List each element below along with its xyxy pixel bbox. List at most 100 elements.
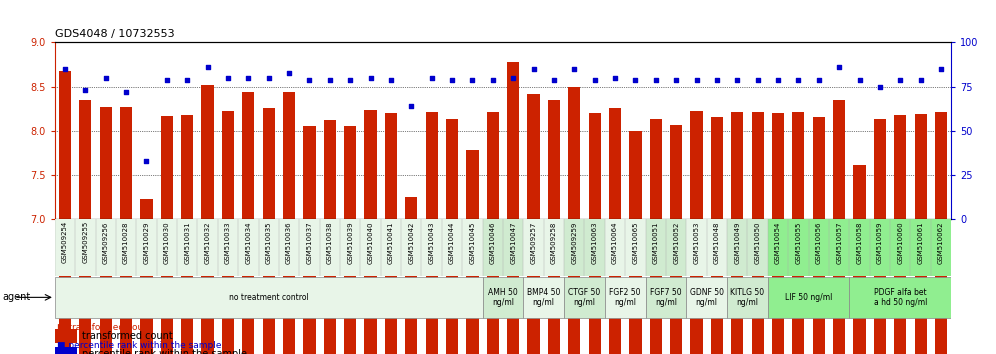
Text: GSM510063: GSM510063 <box>592 221 598 264</box>
Point <box>199 64 215 70</box>
Bar <box>304 126 316 354</box>
Bar <box>222 110 234 354</box>
Bar <box>401 219 421 276</box>
Point <box>791 77 807 82</box>
Bar <box>523 219 544 276</box>
Bar <box>747 219 768 276</box>
Bar <box>645 219 666 276</box>
Bar <box>483 219 503 276</box>
Bar <box>405 198 417 354</box>
Bar <box>752 112 764 354</box>
Bar <box>263 108 275 354</box>
Text: GSM510047: GSM510047 <box>510 221 516 264</box>
Text: GSM510060: GSM510060 <box>897 221 903 264</box>
Bar <box>788 219 809 276</box>
Point <box>811 77 827 82</box>
Point <box>546 77 562 82</box>
Point <box>567 66 583 72</box>
Bar <box>686 219 707 276</box>
Bar <box>324 120 336 354</box>
Text: GSM510037: GSM510037 <box>307 221 313 264</box>
Bar <box>156 219 177 276</box>
Text: GSM510041: GSM510041 <box>387 221 394 264</box>
Point <box>852 77 868 82</box>
Bar <box>645 277 686 318</box>
Text: GSM510048: GSM510048 <box>714 221 720 264</box>
Bar <box>462 219 483 276</box>
Bar <box>120 107 132 354</box>
Point <box>872 84 887 90</box>
Point <box>668 77 684 82</box>
Bar <box>568 87 581 354</box>
Point <box>444 77 460 82</box>
Text: GSM509256: GSM509256 <box>103 221 109 264</box>
Text: GSM510052: GSM510052 <box>673 221 679 264</box>
Bar <box>605 219 625 276</box>
Text: GSM510050: GSM510050 <box>755 221 761 264</box>
Bar <box>589 113 601 354</box>
Text: GSM510064: GSM510064 <box>612 221 619 264</box>
Bar <box>564 219 585 276</box>
Bar <box>177 219 197 276</box>
Bar <box>833 100 846 354</box>
Text: GSM510057: GSM510057 <box>836 221 843 264</box>
Point <box>464 77 480 82</box>
Point <box>78 87 94 93</box>
Point <box>159 77 175 82</box>
Bar <box>523 277 564 318</box>
Bar <box>711 117 723 354</box>
Text: GSM510035: GSM510035 <box>266 221 272 264</box>
Text: GSM510028: GSM510028 <box>124 221 129 264</box>
Bar <box>55 329 78 343</box>
Point <box>933 66 949 72</box>
Point <box>485 77 501 82</box>
Bar <box>344 126 357 354</box>
Text: GSM510056: GSM510056 <box>816 221 822 264</box>
Text: GSM510053: GSM510053 <box>693 221 699 264</box>
Bar <box>218 219 238 276</box>
Bar <box>279 219 299 276</box>
Bar <box>707 219 727 276</box>
Text: GSM510046: GSM510046 <box>490 221 496 264</box>
Text: AMH 50
ng/ml: AMH 50 ng/ml <box>488 288 518 307</box>
Bar <box>483 277 523 318</box>
Text: GSM509258: GSM509258 <box>551 221 557 264</box>
Point <box>709 77 725 82</box>
Bar <box>238 219 259 276</box>
Bar <box>548 100 560 354</box>
Point <box>179 77 195 82</box>
Bar <box>380 219 401 276</box>
Bar <box>181 115 193 354</box>
Bar <box>914 114 926 354</box>
Text: GSM510065: GSM510065 <box>632 221 638 264</box>
Bar <box>361 219 380 276</box>
Bar <box>931 219 951 276</box>
Bar <box>585 219 605 276</box>
Bar <box>384 113 397 354</box>
Bar <box>442 219 462 276</box>
Bar <box>910 219 931 276</box>
Text: GSM510049: GSM510049 <box>734 221 740 264</box>
Bar <box>421 219 442 276</box>
Bar <box>564 277 605 318</box>
Text: GSM510062: GSM510062 <box>938 221 944 264</box>
Bar <box>629 131 641 354</box>
Bar <box>299 219 320 276</box>
Point <box>281 70 297 75</box>
Text: GSM510054: GSM510054 <box>775 221 781 264</box>
Text: GDS4048 / 10732553: GDS4048 / 10732553 <box>55 29 174 39</box>
Bar <box>850 277 951 318</box>
Bar <box>283 92 295 354</box>
Bar <box>59 71 71 354</box>
Bar <box>625 219 645 276</box>
Text: BMP4 50
ng/ml: BMP4 50 ng/ml <box>527 288 561 307</box>
Point <box>505 75 521 81</box>
Point <box>750 77 766 82</box>
Bar <box>890 219 910 276</box>
Point <box>363 75 378 81</box>
Text: GSM510061: GSM510061 <box>917 221 923 264</box>
Point <box>587 77 603 82</box>
Text: GSM510058: GSM510058 <box>857 221 863 264</box>
Text: GSM509257: GSM509257 <box>531 221 537 264</box>
Text: agent: agent <box>2 292 30 302</box>
